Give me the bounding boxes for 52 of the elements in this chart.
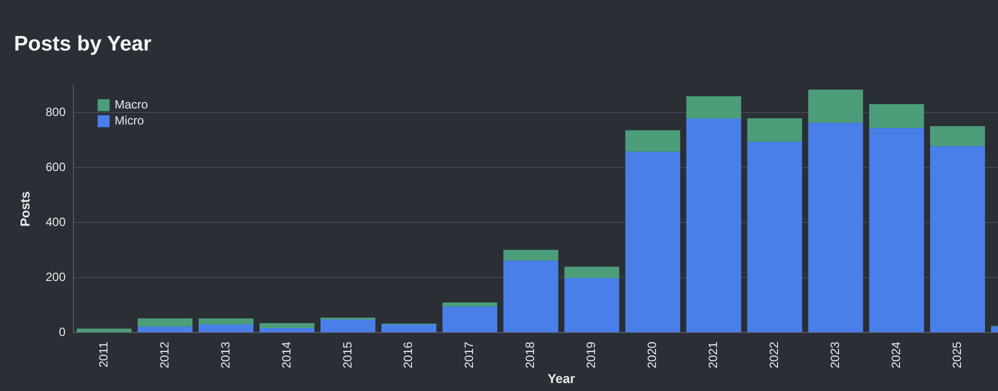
x-tick-label: 2013 xyxy=(218,341,232,368)
x-tick-label: 2020 xyxy=(645,341,660,368)
bar xyxy=(503,250,558,261)
bar xyxy=(381,324,436,332)
y-tick-label: 200 xyxy=(46,270,66,284)
x-tick-label: 2014 xyxy=(279,341,294,368)
legend-label: Macro xyxy=(114,98,148,112)
bar xyxy=(808,122,864,332)
bar xyxy=(625,152,680,332)
bar xyxy=(686,96,742,118)
bar xyxy=(76,328,132,332)
bar xyxy=(260,328,314,332)
y-tick-label: 600 xyxy=(46,160,66,174)
x-tick-label: 2017 xyxy=(462,341,476,368)
bar xyxy=(442,302,498,307)
bar xyxy=(320,320,376,332)
x-tick-label: 2023 xyxy=(828,341,842,368)
bar xyxy=(564,266,620,278)
bar xyxy=(198,318,254,324)
bar xyxy=(198,324,254,332)
bar xyxy=(138,318,192,327)
x-tick-label: 2018 xyxy=(523,341,538,368)
bar xyxy=(686,118,742,332)
bar xyxy=(930,146,985,332)
x-tick-label: 2019 xyxy=(584,341,598,368)
bar xyxy=(747,118,802,142)
x-tick-label: 2021 xyxy=(706,341,720,368)
x-tick-label: 2022 xyxy=(766,341,781,368)
bar xyxy=(869,128,924,332)
x-tick-label: 2024 xyxy=(888,341,903,368)
x-tick-label: 2016 xyxy=(401,341,416,368)
y-axis-title: Posts xyxy=(17,191,32,227)
bar xyxy=(260,323,314,328)
legend-label: Micro xyxy=(114,114,144,128)
bar xyxy=(625,130,680,152)
x-tick-label: 2015 xyxy=(340,341,354,368)
bar xyxy=(930,126,985,146)
x-axis-title: Year xyxy=(548,370,576,386)
chart-title: Posts by Year xyxy=(14,32,152,56)
bar xyxy=(503,260,558,332)
x-tick-label: 2012 xyxy=(157,341,172,368)
bar xyxy=(564,278,620,332)
bar xyxy=(808,90,864,123)
bar xyxy=(442,306,498,332)
bar xyxy=(869,104,924,128)
y-tick-label: 0 xyxy=(58,325,66,340)
y-tick-label: 400 xyxy=(46,215,66,230)
y-tick-label: 800 xyxy=(46,105,66,120)
x-tick-label: 2011 xyxy=(96,341,110,368)
bar xyxy=(138,326,192,332)
bar xyxy=(747,142,802,332)
x-tick-label: 2025 xyxy=(950,341,964,368)
